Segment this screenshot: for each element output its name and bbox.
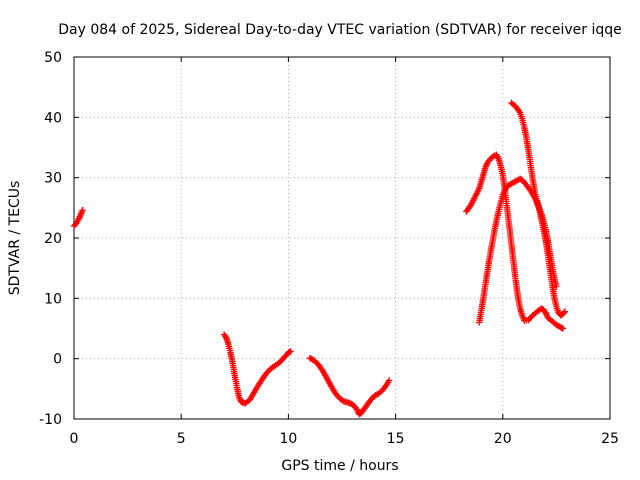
series-arc-6 (508, 99, 560, 290)
y-tick-label: 0 (53, 352, 62, 368)
x-axis-label: GPS time / hours (281, 458, 398, 474)
y-tick-label: 10 (44, 291, 62, 307)
y-tick-label: 30 (44, 171, 62, 187)
grid (74, 57, 610, 419)
series-arc-4 (463, 151, 567, 332)
y-tick-label: 20 (44, 231, 62, 247)
data-point (553, 283, 560, 290)
x-tick-label: 15 (387, 431, 405, 447)
y-tick-label: -10 (39, 412, 62, 428)
data-point (385, 377, 393, 384)
series-arc-3 (306, 354, 393, 418)
x-tick-label: 10 (279, 431, 297, 447)
data-point (312, 358, 319, 366)
data-point (310, 357, 318, 364)
y-tick-label: 40 (44, 110, 62, 126)
x-tick-label: 0 (70, 431, 79, 447)
x-tick-label: 20 (494, 431, 512, 447)
series-arc-2 (220, 331, 294, 407)
data-point (561, 308, 569, 315)
series-arc-1 (70, 207, 86, 230)
chart-title: Day 084 of 2025, Sidereal Day-to-day VTE… (58, 22, 622, 38)
x-tick-label: 25 (601, 431, 619, 447)
data-point (79, 207, 86, 214)
data-point (559, 325, 567, 332)
data-series (70, 99, 569, 418)
data-point (287, 348, 294, 355)
y-tick-label: 50 (44, 50, 62, 66)
data-point (265, 367, 272, 375)
data-point (560, 309, 568, 317)
data-point (339, 397, 346, 404)
x-tick-label: 5 (177, 431, 186, 447)
data-point (263, 369, 271, 376)
y-axis-label: SDTVAR / TECUs (7, 181, 23, 296)
axes: 0 5 10 15 20 25 -10 0 10 20 30 40 50 (39, 50, 619, 447)
series-arc-5 (476, 175, 569, 326)
